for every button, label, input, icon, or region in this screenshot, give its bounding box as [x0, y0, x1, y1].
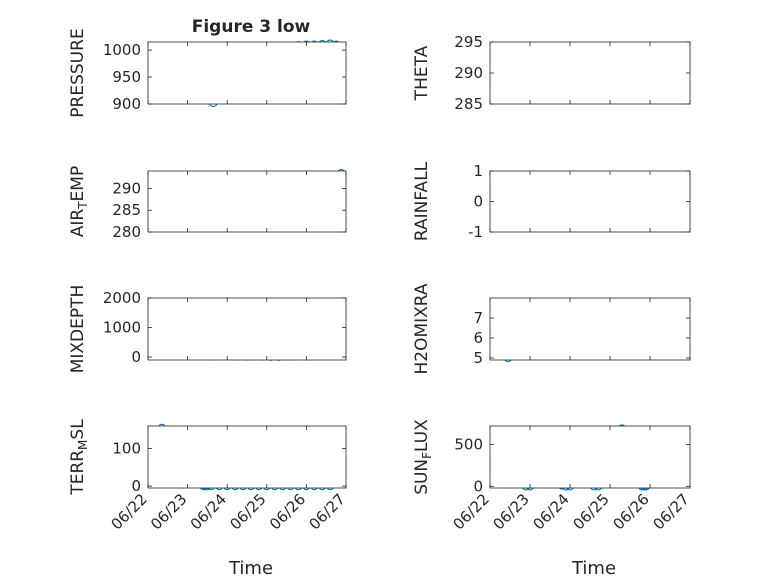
x-tick-label: 06/24 [187, 490, 230, 533]
x-tick-label: 06/24 [530, 490, 573, 533]
axes-frame [147, 41, 347, 105]
y-axis-label: THETA [412, 45, 432, 101]
axes-frame [147, 170, 347, 233]
x-tick-label: 06/25 [570, 490, 613, 533]
y-tick-label: -1 [468, 223, 483, 241]
axes-frame [489, 41, 691, 105]
axes-frame [489, 170, 691, 233]
axes-frame [489, 297, 691, 361]
y-axis-label: PRESSURE [68, 28, 88, 117]
x-axis-label-left: Time [228, 558, 273, 579]
y-tick-label: 285 [454, 95, 483, 113]
y-axis-label: AIRTEMP [68, 166, 90, 237]
x-tick-label: 06/25 [226, 490, 269, 533]
x-tick-label: 06/23 [147, 490, 190, 533]
y-tick-label: 950 [112, 68, 141, 86]
figure-title: Figure 3 low [192, 17, 311, 37]
y-tick-label: 7 [473, 309, 483, 327]
y-tick-label: 900 [112, 95, 141, 113]
subplot-air-temp: 280 285 290 AIRTEMP [68, 166, 347, 241]
axes-frame [147, 425, 347, 489]
x-tick-label: 06/22 [450, 490, 493, 533]
x-tick-label: 06/23 [490, 490, 533, 533]
y-tick-label: 295 [454, 33, 483, 51]
y-tick-label: 6 [473, 329, 483, 347]
y-tick-label: 100 [112, 440, 141, 458]
y-tick-label: 0 [131, 477, 141, 495]
y-tick-label: 285 [112, 201, 141, 219]
subplot-rainfall: -1 0 1 RAINFALL [412, 161, 691, 241]
x-tick-label: 06/26 [266, 490, 309, 533]
y-axis-label: H2OMIXRA [412, 283, 432, 374]
y-tick-label: 290 [112, 179, 141, 197]
x-tick-label: 06/27 [306, 490, 349, 533]
subplot-theta: 285 290 295 THETA [412, 33, 691, 113]
y-tick-label: 280 [112, 223, 141, 241]
y-tick-label: 0 [473, 477, 483, 495]
y-tick-label: 5 [473, 349, 483, 367]
subplot-mixdepth: 0 1000 2000 MIXDEPTH [68, 285, 347, 374]
axes-frame [489, 425, 691, 489]
y-axis-label: RAINFALL [412, 161, 432, 241]
y-tick-label: 0 [473, 193, 483, 211]
x-tick-label: 06/27 [650, 490, 693, 533]
x-axis-label-right: Time [571, 558, 616, 579]
subplot-h2omixra: 5 6 7 H2OMIXRA [412, 283, 691, 375]
x-tick-label: 06/26 [610, 490, 653, 533]
subplot-pressure: 900 950 1000 PRESSURE [68, 28, 347, 118]
y-tick-label: 2000 [103, 289, 141, 307]
x-tick-label: 06/22 [108, 490, 151, 533]
y-tick-label: 290 [454, 64, 483, 82]
y-tick-label: 500 [454, 435, 483, 453]
y-tick-label: 1 [473, 162, 483, 180]
y-tick-label: 1000 [103, 41, 141, 59]
y-tick-label: 0 [131, 348, 141, 366]
y-axis-label: TERRMSL [68, 419, 90, 496]
axes-frame [147, 297, 347, 361]
y-axis-label: MIXDEPTH [68, 285, 88, 374]
y-tick-label: 1000 [103, 319, 141, 337]
y-axis-label: SUNFLUX [412, 419, 434, 495]
